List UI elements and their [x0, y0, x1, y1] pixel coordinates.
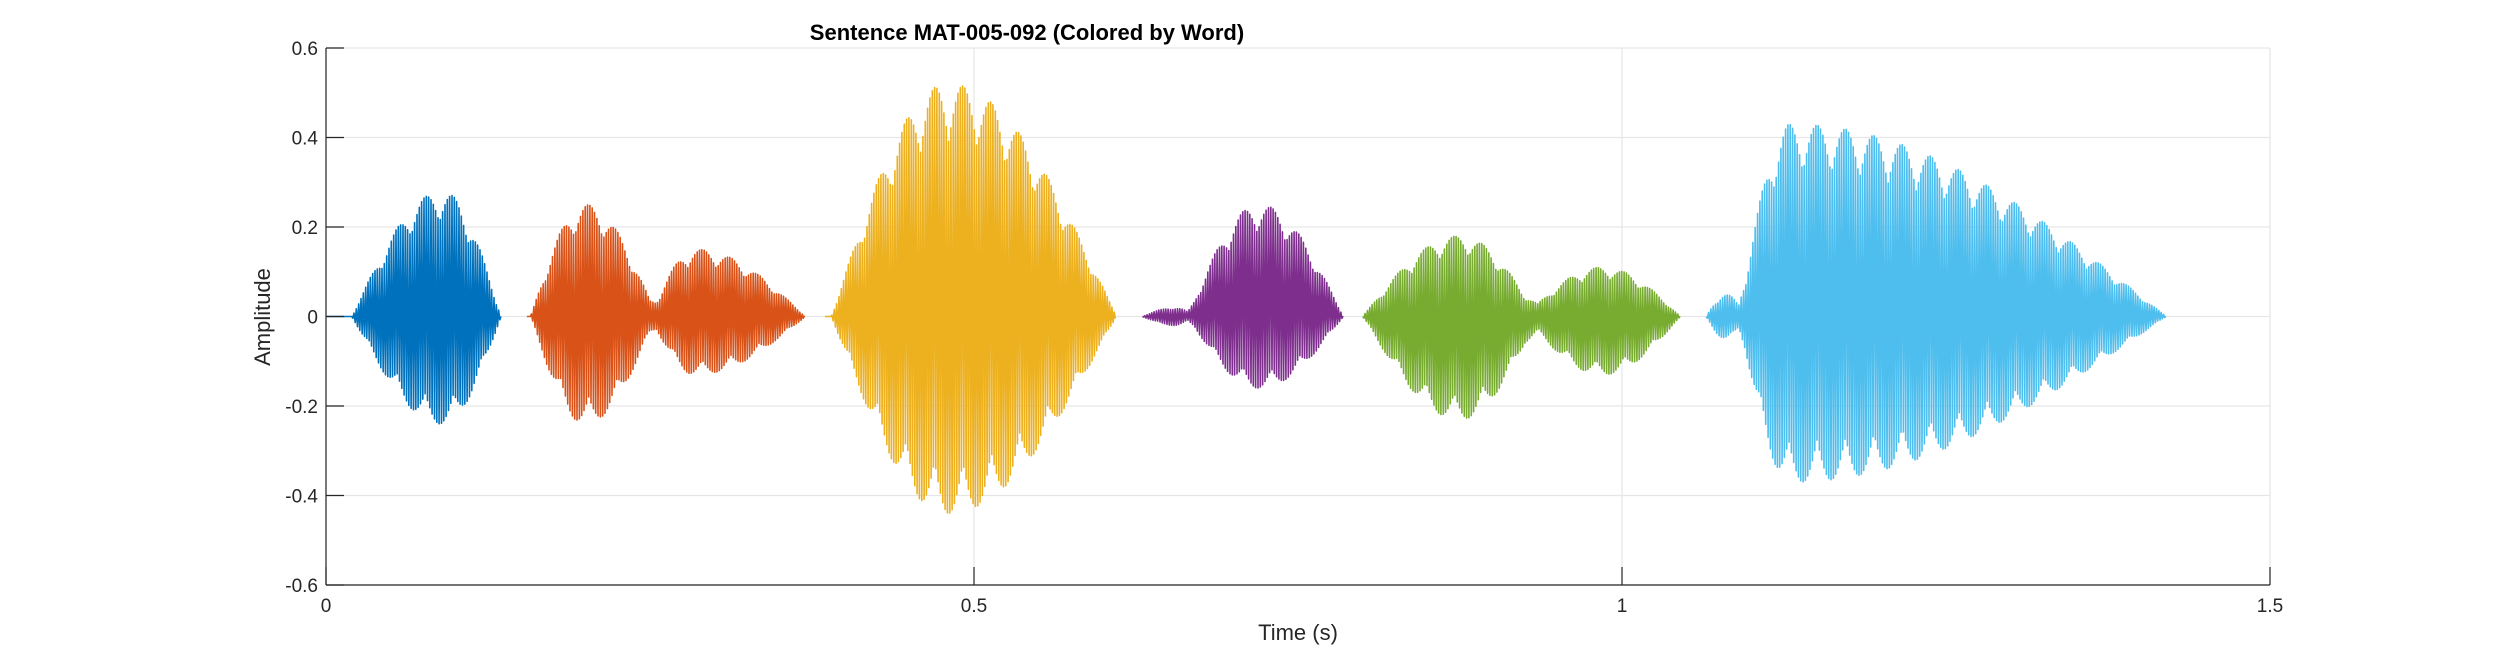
- waveform-series-2: [526, 204, 806, 421]
- y-tick-label: 0.6: [292, 39, 318, 60]
- x-axis-label: Time (s): [1258, 620, 1338, 645]
- x-tick-label: 1: [1617, 596, 1628, 617]
- x-tick-label: 1.5: [2257, 596, 2283, 617]
- y-tick-label: 0.2: [292, 218, 318, 239]
- x-tick-label: 0: [321, 596, 332, 617]
- chart-title: Sentence MAT-005-092 (Colored by Word): [810, 20, 1244, 45]
- x-tick-label: 0.5: [961, 596, 987, 617]
- y-tick-label: -0.6: [285, 576, 318, 597]
- axes: [325, 47, 2271, 586]
- y-tick-label: 0.4: [292, 129, 319, 150]
- y-tick-label: -0.4: [285, 487, 318, 508]
- y-tick-label: -0.2: [285, 397, 318, 418]
- waveform-series-4: [1142, 206, 1344, 389]
- waveform-series: [326, 85, 2167, 514]
- y-tick-label: 0: [307, 308, 318, 329]
- tick-labels: 0 0.5 1 1.5 0.6 0.4 0.2 0 -0.2 -0.4 -0.6: [285, 39, 2283, 617]
- y-axis-label: Amplitude: [250, 268, 275, 366]
- waveform-series-3: [825, 85, 1117, 514]
- waveform-series-5: [1362, 235, 1681, 419]
- waveform-series-1: [326, 194, 502, 425]
- waveform-series-6: [1705, 123, 2167, 483]
